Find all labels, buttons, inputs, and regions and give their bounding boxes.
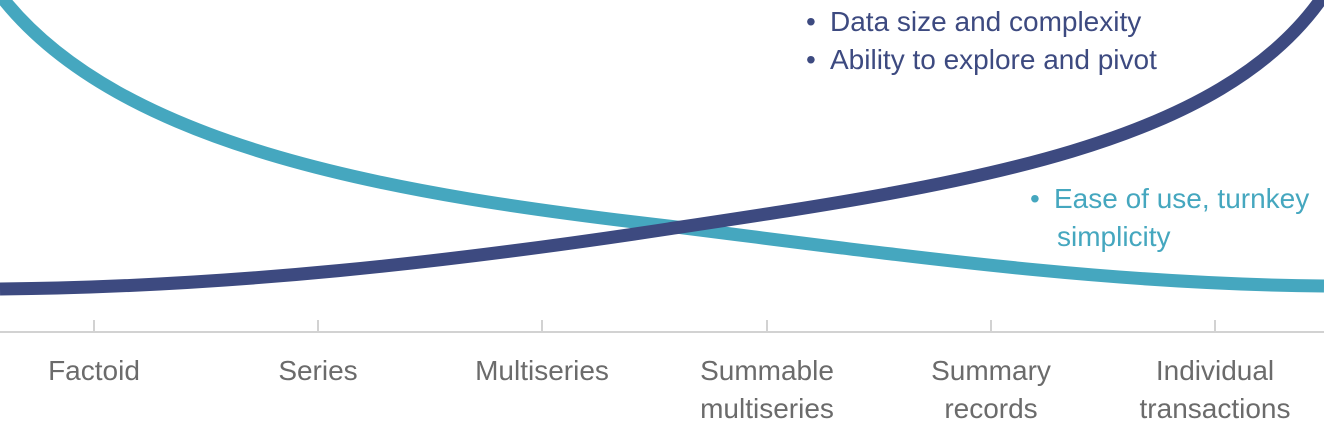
legend-bullet: • [806, 6, 816, 37]
legend-bullet: • [1030, 183, 1040, 214]
x-axis-label: records [944, 393, 1037, 424]
x-axis-label: Summary [931, 355, 1051, 386]
x-axis-labels: Factoid Series Multiseries Summable mult… [48, 355, 1290, 424]
legend-complexity: • Data size and complexity • Ability to … [806, 6, 1157, 75]
x-axis-ticks [93, 320, 1216, 332]
legend-item-simplicity: simplicity [1057, 221, 1171, 252]
x-axis-label: Summable [700, 355, 834, 386]
legend-bullet: • [806, 44, 816, 75]
x-axis-label: multiseries [700, 393, 834, 424]
x-axis-label: Individual [1156, 355, 1274, 386]
legend-item-explore-pivot: Ability to explore and pivot [830, 44, 1157, 75]
x-axis-label: transactions [1140, 393, 1291, 424]
legend-ease: • Ease of use, turnkey simplicity [1030, 183, 1309, 252]
x-axis-label: Factoid [48, 355, 140, 386]
legend-item-ease-of-use: Ease of use, turnkey [1054, 183, 1309, 214]
data-complexity-curve [0, 0, 1324, 296]
x-axis-label: Multiseries [475, 355, 609, 386]
x-axis-label: Series [278, 355, 357, 386]
legend-item-data-size: Data size and complexity [830, 6, 1141, 37]
